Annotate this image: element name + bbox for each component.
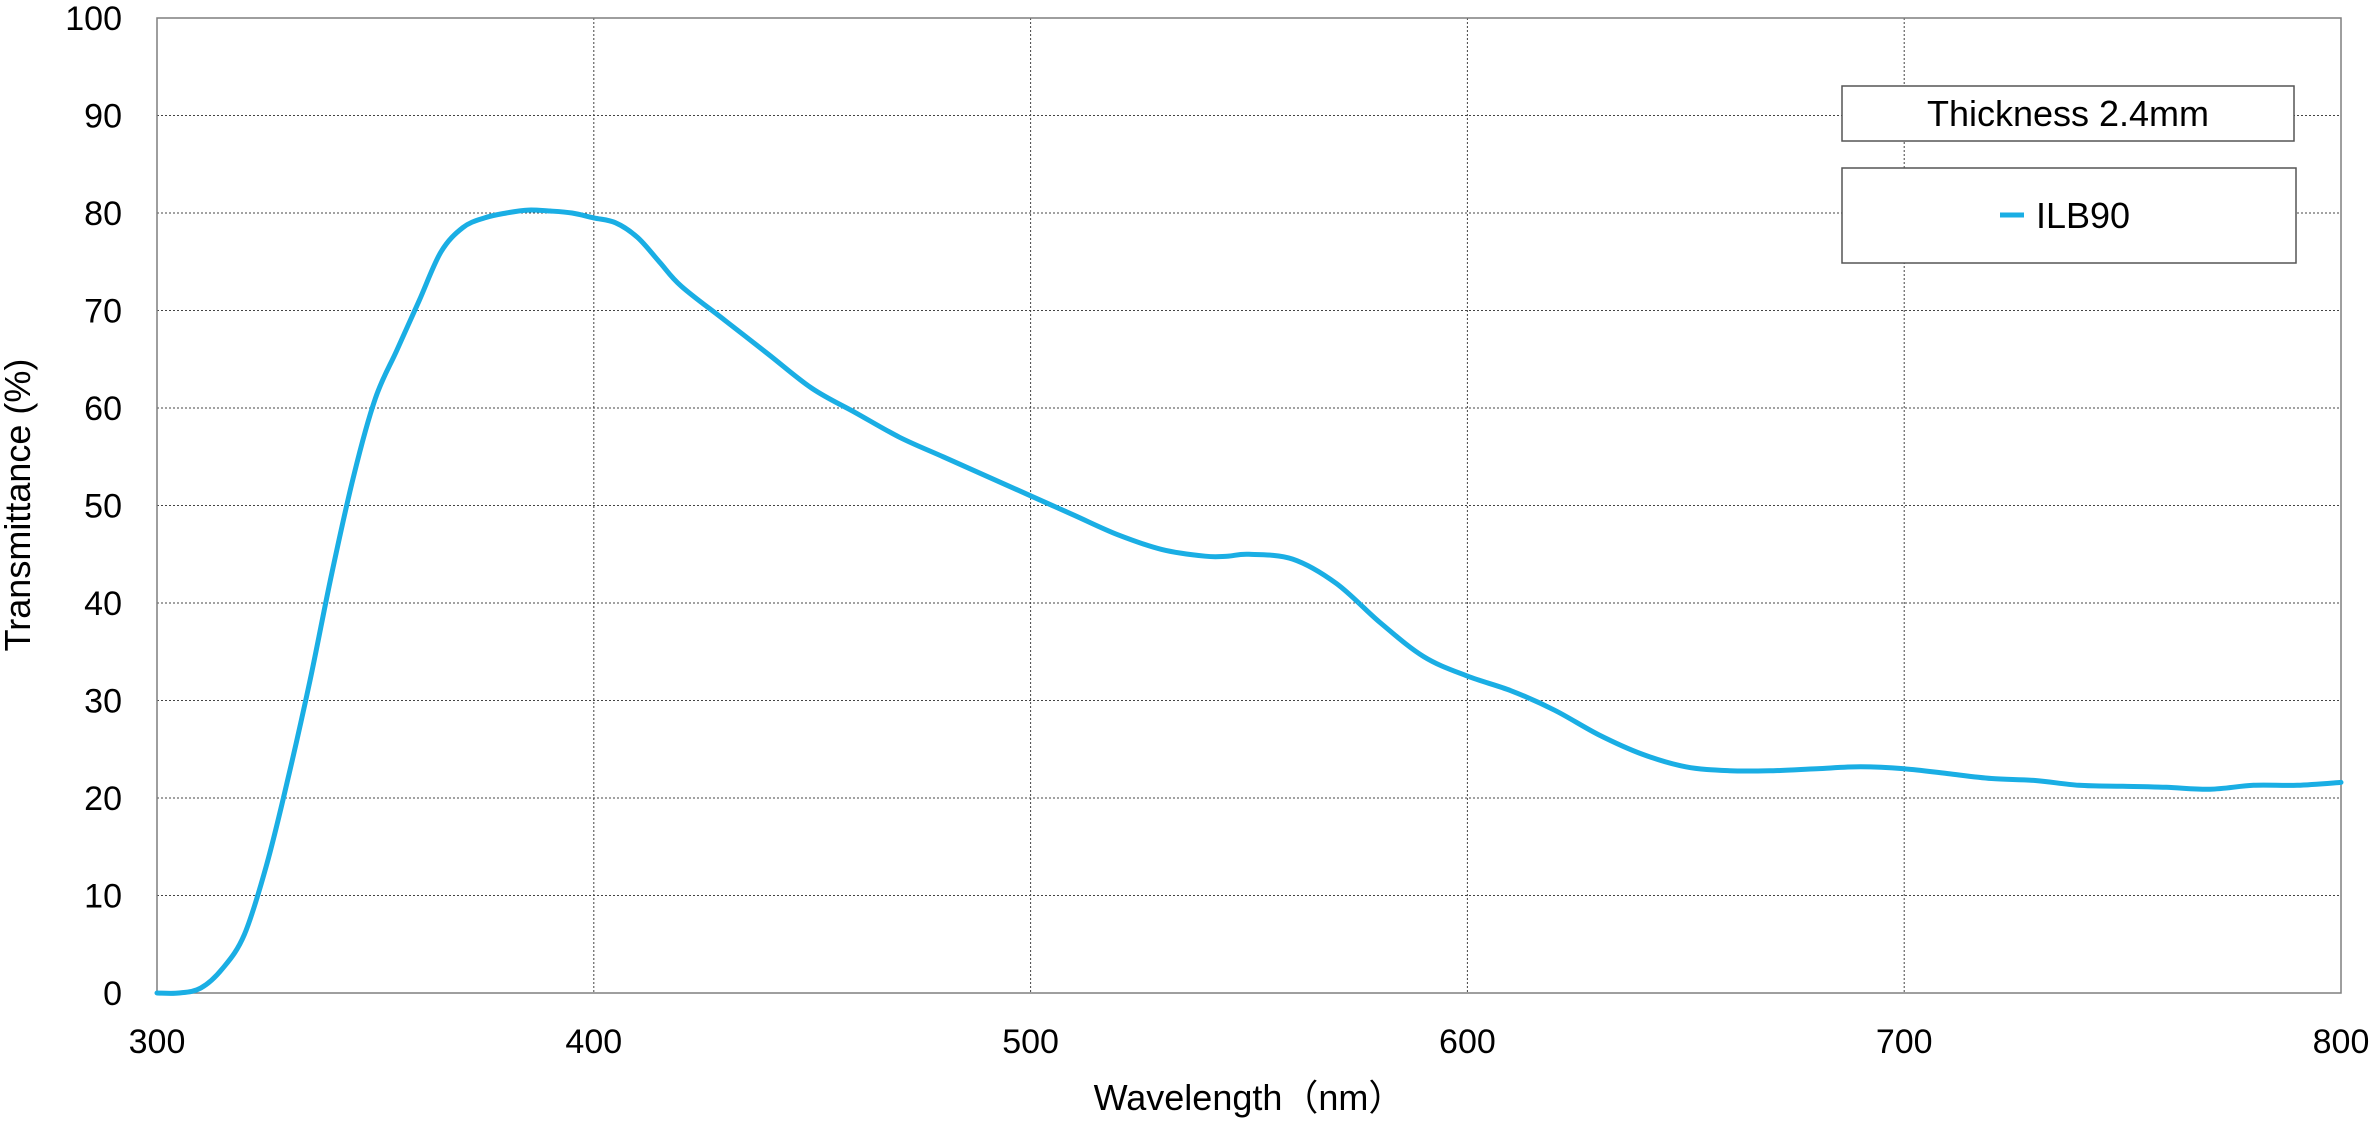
y-tick-label-40: 40 bbox=[84, 585, 122, 623]
x-tick-label-600: 600 bbox=[1439, 1023, 1496, 1061]
x-tick-label-700: 700 bbox=[1876, 1023, 1933, 1061]
annotation-text: Thickness 2.4mm bbox=[1927, 93, 2209, 134]
x-tick-label-400: 400 bbox=[565, 1023, 622, 1061]
y-axis-title: Transmittance (%) bbox=[0, 359, 38, 652]
y-tick-label-50: 50 bbox=[84, 488, 122, 526]
x-axis-title: Wavelength（nm） bbox=[1094, 1077, 1405, 1118]
y-tick-label-10: 10 bbox=[84, 878, 122, 916]
y-tick-label-20: 20 bbox=[84, 780, 122, 818]
plot-area-frame bbox=[156, 17, 2342, 994]
y-tick-label-60: 60 bbox=[84, 390, 122, 428]
tick-labels: 0 10 20 30 40 50 60 70 80 90 100 300 400 500 600 700 800 bbox=[65, 0, 2369, 1061]
annotation-box: Thickness 2.4mm bbox=[1841, 85, 2295, 142]
series-line-ilb90 bbox=[154, 207, 2344, 996]
legend: ILB90 bbox=[1841, 167, 2297, 264]
x-tick-label-800: 800 bbox=[2313, 1023, 2370, 1061]
x-tick-label-300: 300 bbox=[129, 1023, 186, 1061]
x-tick-label-500: 500 bbox=[1002, 1023, 1059, 1061]
y-tick-label-100: 100 bbox=[65, 0, 122, 38]
y-tick-label-0: 0 bbox=[103, 975, 122, 1013]
legend-label-ilb90: ILB90 bbox=[2036, 195, 2130, 236]
y-tick-label-70: 70 bbox=[84, 293, 122, 331]
y-tick-label-80: 80 bbox=[84, 195, 122, 233]
y-tick-label-30: 30 bbox=[84, 683, 122, 721]
y-tick-label-90: 90 bbox=[84, 98, 122, 136]
